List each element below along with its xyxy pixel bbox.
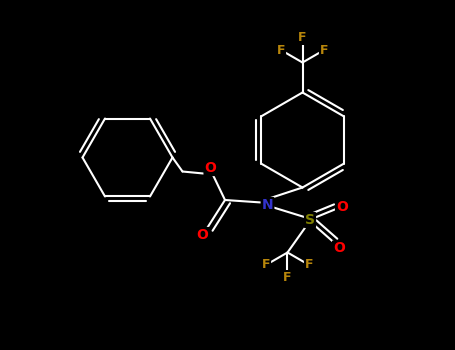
Text: F: F — [262, 259, 270, 272]
Text: F: F — [320, 43, 329, 56]
Text: O: O — [333, 241, 345, 255]
Text: F: F — [277, 43, 285, 56]
Text: F: F — [305, 259, 313, 272]
Text: N: N — [262, 198, 273, 212]
Text: F: F — [298, 31, 307, 44]
Text: O: O — [336, 200, 348, 214]
Text: S: S — [305, 213, 315, 227]
Text: O: O — [197, 228, 208, 242]
Text: O: O — [205, 161, 217, 175]
Text: F: F — [283, 271, 292, 284]
